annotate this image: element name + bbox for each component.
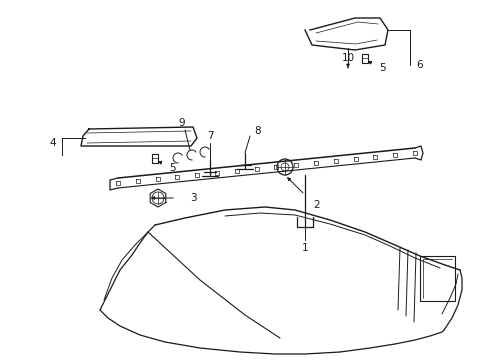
- Text: 6: 6: [416, 60, 423, 70]
- Text: 10: 10: [341, 53, 354, 63]
- Text: 7: 7: [206, 131, 213, 141]
- Text: 5: 5: [379, 63, 386, 73]
- Text: 2: 2: [313, 200, 320, 210]
- Text: 9: 9: [178, 118, 185, 128]
- Bar: [361, 54, 367, 63]
- Text: 1: 1: [301, 243, 307, 253]
- Text: 3: 3: [189, 193, 196, 203]
- Text: 8: 8: [254, 126, 261, 136]
- Text: 5: 5: [169, 163, 176, 173]
- Text: 4: 4: [50, 138, 56, 148]
- Bar: [152, 154, 158, 163]
